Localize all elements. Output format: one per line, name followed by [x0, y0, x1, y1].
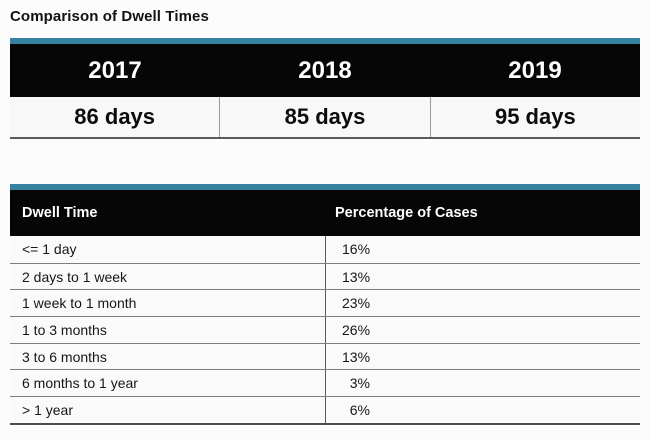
- column-header-percentage: Percentage of Cases: [335, 205, 478, 221]
- dwell-days-2017: 86 days: [74, 104, 156, 129]
- percentage-value: 13%: [342, 268, 371, 285]
- percentage-cell: 23%: [325, 290, 640, 317]
- detail-table-header: Dwell Time Percentage of Cases: [10, 190, 640, 236]
- dwell-time-cell: 1 week to 1 month: [22, 295, 137, 312]
- year-header-2017: 2017: [88, 56, 142, 84]
- dwell-time-cell: 1 to 3 months: [22, 321, 107, 338]
- page-title: Comparison of Dwell Times: [10, 8, 209, 25]
- detail-table: Dwell Time Percentage of Cases <= 1 day …: [10, 184, 640, 425]
- table-row: 3 to 6 months 13%: [10, 342, 640, 370]
- dwell-days-2019: 95 days: [429, 97, 640, 137]
- percentage-value: 23%: [342, 295, 371, 312]
- dwell-time-cell: <= 1 day: [22, 241, 77, 258]
- percentage-value: 3%: [349, 375, 370, 392]
- table-row: <= 1 day 16%: [10, 236, 640, 263]
- percentage-value: 6%: [349, 401, 370, 418]
- accent-bar: [10, 38, 640, 44]
- table-row: 1 to 3 months 26%: [10, 316, 640, 343]
- percentage-cell: 13%: [325, 263, 640, 290]
- summary-table-header: 2017 2018 2019: [10, 44, 640, 97]
- table-row: 1 week to 1 month 23%: [10, 289, 640, 317]
- dwell-time-cell: 3 to 6 months: [22, 348, 107, 365]
- percentage-cell: 16%: [325, 236, 640, 263]
- dwell-time-cell: 2 days to 1 week: [22, 268, 128, 285]
- detail-table-body: <= 1 day 16% 2 days to 1 week 13% 1 week…: [10, 236, 640, 425]
- year-header-2019: 2019: [508, 56, 562, 84]
- figure: Comparison of Dwell Times 2017 2018 2019…: [10, 8, 640, 425]
- percentage-value: 26%: [342, 321, 371, 338]
- table-row: 2 days to 1 week 13%: [10, 262, 640, 290]
- column-header-dwell-time: Dwell Time: [22, 205, 98, 221]
- summary-table-row: 86 days 85 days 95 days: [10, 97, 640, 139]
- table-row: > 1 year 6%: [10, 396, 640, 423]
- dwell-time-cell: 6 months to 1 year: [22, 375, 138, 392]
- percentage-cell: 6%: [325, 397, 640, 423]
- percentage-value: 16%: [342, 241, 371, 258]
- table-row: 6 months to 1 year 3%: [10, 369, 640, 397]
- dwell-time-cell: > 1 year: [22, 401, 73, 418]
- accent-bar: [10, 184, 640, 190]
- percentage-cell: 13%: [325, 343, 640, 370]
- percentage-cell: 3%: [325, 370, 640, 397]
- percentage-value: 13%: [342, 348, 371, 365]
- summary-table: 2017 2018 2019 86 days 85 days 95 days: [10, 38, 640, 139]
- year-header-2018: 2018: [298, 56, 352, 84]
- percentage-cell: 26%: [325, 317, 640, 343]
- dwell-days-2018: 85 days: [219, 97, 429, 137]
